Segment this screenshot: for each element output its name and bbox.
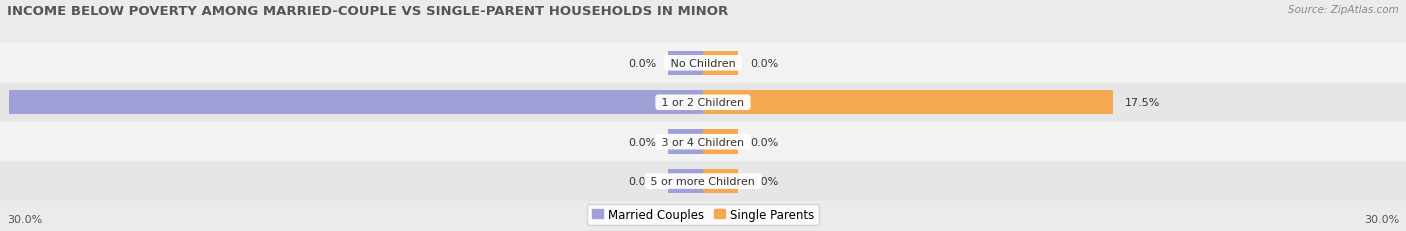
Text: 5 or more Children: 5 or more Children (647, 176, 759, 186)
Bar (10, 91, 703, 115)
Text: 0.0%: 0.0% (749, 137, 778, 147)
Bar (0, 122, 1406, 162)
Bar (0, 83, 1406, 122)
Legend: Married Couples, Single Parents: Married Couples, Single Parents (588, 204, 818, 225)
Text: Source: ZipAtlas.com: Source: ZipAtlas.com (1288, 5, 1399, 15)
Text: 0.0%: 0.0% (628, 176, 657, 186)
Text: INCOME BELOW POVERTY AMONG MARRIED-COUPLE VS SINGLE-PARENT HOUSEHOLDS IN MINOR: INCOME BELOW POVERTY AMONG MARRIED-COUPL… (7, 5, 728, 18)
Text: No Children: No Children (666, 58, 740, 69)
Text: 17.5%: 17.5% (1125, 98, 1160, 108)
Bar (668, 169, 703, 194)
Bar (668, 130, 703, 154)
Text: 0.0%: 0.0% (628, 58, 657, 69)
Bar (703, 51, 738, 76)
Bar (0, 44, 1406, 83)
Text: 0.0%: 0.0% (749, 176, 778, 186)
Text: 30.0%: 30.0% (1364, 214, 1399, 225)
Text: 0.0%: 0.0% (749, 58, 778, 69)
Text: 30.0%: 30.0% (7, 214, 42, 225)
Text: 3 or 4 Children: 3 or 4 Children (658, 137, 748, 147)
Text: 1 or 2 Children: 1 or 2 Children (658, 98, 748, 108)
Bar (668, 51, 703, 76)
Bar (703, 130, 738, 154)
Text: 0.0%: 0.0% (628, 137, 657, 147)
Bar (703, 91, 1114, 115)
Bar (0, 162, 1406, 201)
Bar (703, 169, 738, 194)
